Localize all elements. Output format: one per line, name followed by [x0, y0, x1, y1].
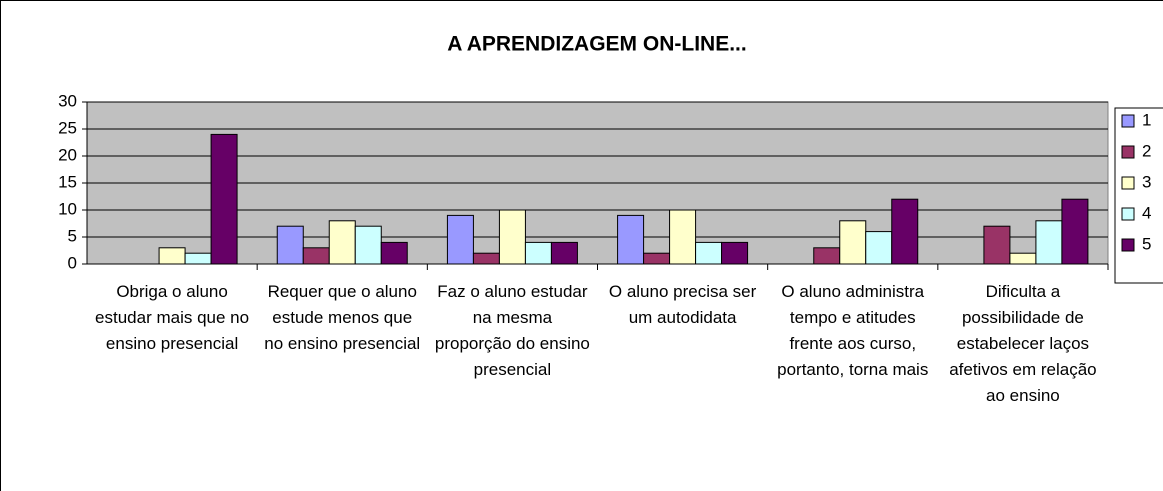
- legend-swatch: [1121, 114, 1135, 128]
- bar: [865, 231, 893, 265]
- x-tick-label: Dificulta a possibilidade de estabelecer…: [949, 282, 1097, 405]
- bar: [210, 133, 238, 265]
- y-tick-label: 0: [68, 253, 77, 272]
- bar: [983, 225, 1011, 265]
- y-tick-label: 20: [58, 145, 77, 164]
- y-tick-label: 10: [58, 199, 77, 218]
- y-tick-label: 30: [58, 91, 77, 110]
- chart-title: A APRENDIZAGEM ON-LINE...: [447, 33, 746, 56]
- x-tick-label: Faz o aluno estudar na mesma proporção d…: [434, 282, 590, 379]
- bar: [1009, 252, 1037, 265]
- legend-label: 3: [1142, 172, 1151, 191]
- legend-label: 2: [1142, 141, 1151, 160]
- bar: [891, 198, 919, 265]
- y-tick-label: 15: [58, 172, 77, 191]
- bar: [813, 247, 841, 265]
- bar: [302, 247, 330, 265]
- x-tick-label: O aluno precisa ser um autodidata: [608, 282, 757, 327]
- y-tick-label: 5: [68, 226, 77, 245]
- y-tick-label: 25: [58, 118, 77, 137]
- bar: [617, 214, 645, 265]
- legend-swatch: [1121, 176, 1135, 190]
- bar: [184, 252, 212, 265]
- legend: [1114, 107, 1163, 284]
- bar: [695, 241, 723, 265]
- bar: [380, 241, 408, 265]
- bar: [524, 241, 552, 265]
- x-tick-label: Requer que o aluno estude menos que no e…: [264, 282, 421, 353]
- bar: [721, 241, 749, 265]
- bar: [1061, 198, 1089, 265]
- legend-label: 5: [1142, 234, 1151, 253]
- legend-swatch: [1121, 145, 1135, 159]
- legend-swatch: [1121, 207, 1135, 221]
- bar: [446, 214, 474, 265]
- bar: [1035, 220, 1063, 265]
- bar: [839, 220, 867, 265]
- x-tick-label: Obriga o aluno estudar mais que no ensin…: [95, 282, 250, 353]
- legend-label: 4: [1142, 203, 1151, 222]
- bar: [276, 225, 304, 265]
- legend-label: 1: [1142, 110, 1151, 129]
- bar: [158, 247, 186, 265]
- bar: [498, 209, 526, 265]
- legend-swatch: [1121, 238, 1135, 252]
- x-tick-label: O aluno administra tempo e atitudes fren…: [777, 282, 929, 379]
- bar: [643, 252, 671, 265]
- bar: [354, 225, 382, 265]
- bar: [328, 220, 356, 265]
- bar: [669, 209, 697, 265]
- bar: [472, 252, 500, 265]
- bar: [550, 241, 578, 265]
